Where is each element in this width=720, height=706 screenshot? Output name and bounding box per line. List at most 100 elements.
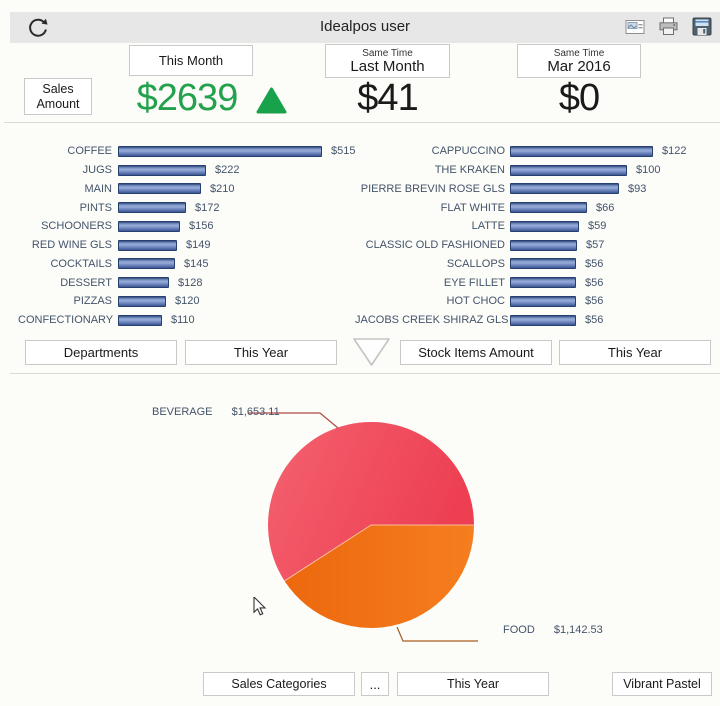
selector-label: This Year	[446, 677, 500, 691]
bar[interactable]	[118, 202, 186, 214]
bar-row: EYE FILLET $56	[355, 273, 715, 292]
bar-category-label: JUGS	[82, 164, 112, 177]
bar-row: FLAT WHITE $66	[355, 198, 715, 217]
period-button-mar-2016[interactable]: Same Time Mar 2016	[517, 44, 641, 78]
bar[interactable]	[510, 314, 576, 326]
stock-items-period-button[interactable]: This Year	[559, 340, 711, 365]
section-divider	[10, 373, 720, 374]
bar-row: CAPPUCCINO $122	[355, 142, 715, 161]
bar[interactable]	[118, 258, 175, 270]
bar[interactable]	[118, 220, 180, 232]
bar[interactable]	[510, 145, 653, 157]
bar[interactable]	[118, 164, 206, 176]
bar-row: HOT CHOC $56	[355, 292, 715, 311]
bar-row: DESSERT $128	[18, 273, 358, 292]
sales-categories-pie-chart	[248, 412, 478, 642]
selector-label: Vibrant Pastel	[623, 677, 701, 691]
bar-row: COFFEE $515	[18, 142, 358, 161]
print-icon[interactable]	[658, 17, 679, 36]
bar-category-label: EYE FILLET	[443, 276, 505, 289]
bar-category-label: HOT CHOC	[446, 295, 505, 308]
ellipsis-label: ...	[369, 676, 381, 692]
refresh-icon[interactable]	[26, 15, 51, 40]
mouse-cursor	[253, 597, 268, 618]
period-button-this-month[interactable]: This Month	[129, 45, 253, 76]
bar-row: JUGS $222	[18, 161, 358, 180]
bar-row: PIZZAS $120	[18, 292, 358, 311]
period-label: Mar 2016	[547, 57, 611, 75]
stock-items-selector-button[interactable]: Stock Items Amount	[400, 340, 552, 365]
period-label: Last Month	[350, 57, 425, 75]
pie-period-button[interactable]: This Year	[397, 672, 549, 696]
palette-button[interactable]: Vibrant Pastel	[612, 672, 712, 696]
bar-value-label: $515	[331, 145, 356, 158]
bar-row: COCKTAILS $145	[18, 255, 358, 274]
bar[interactable]	[510, 183, 619, 195]
bar-value-label: $57	[586, 239, 605, 252]
bar[interactable]	[118, 239, 177, 251]
export-icon[interactable]	[625, 19, 645, 35]
metric-selector-label: Sales Amount	[36, 81, 80, 111]
bar[interactable]	[118, 314, 162, 326]
bar-category-label: MAIN	[84, 182, 113, 195]
bar-value-label: $156	[189, 220, 214, 233]
bar-value-label: $59	[588, 220, 607, 233]
bar-value-label: $128	[178, 276, 203, 289]
food-leader-line	[396, 626, 478, 642]
pie-slice-beverage[interactable]	[268, 421, 474, 581]
bar-value-label: $120	[175, 295, 200, 308]
bar-row: CLASSIC OLD FASHIONED $57	[355, 236, 715, 255]
bar-row: PIERRE BREVIN ROSE GLS $93	[355, 180, 715, 199]
bar-row: JACOBS CREEK SHIRAZ GLS $56	[355, 311, 715, 330]
bar[interactable]	[118, 145, 322, 157]
bar-value-label: $100	[636, 164, 661, 177]
bar[interactable]	[510, 277, 576, 289]
bar[interactable]	[510, 295, 576, 307]
bar[interactable]	[118, 277, 169, 289]
period-button-last-month[interactable]: Same Time Last Month	[325, 44, 450, 78]
bar[interactable]	[118, 295, 166, 307]
bar[interactable]	[118, 183, 201, 195]
bar[interactable]	[510, 202, 587, 214]
bar-category-label: SCALLOPS	[446, 257, 505, 270]
metric-selector-button[interactable]: Sales Amount	[24, 78, 92, 115]
section-divider	[4, 122, 720, 123]
bar-value-label: $66	[596, 201, 615, 214]
selector-label: This Year	[233, 345, 289, 360]
pie-category-label: BEVERAGE	[152, 406, 213, 418]
departments-selector-button[interactable]: Departments	[25, 340, 177, 365]
bar[interactable]	[510, 258, 576, 270]
bar-value-label: $210	[210, 182, 235, 195]
bar[interactable]	[510, 239, 577, 251]
kpi-value-last-month: $41	[357, 77, 418, 119]
bar-row: SCALLOPS $56	[355, 255, 715, 274]
bar-value-label: $172	[195, 201, 220, 214]
beverage-leader-line	[248, 412, 339, 429]
bar-value-label: $110	[171, 314, 195, 327]
period-sublabel: Same Time	[362, 47, 413, 59]
bar-value-label: $56	[585, 295, 604, 308]
pie-category-label: FOOD	[503, 624, 535, 636]
pie-value-label: $1,653.11	[231, 406, 280, 418]
bar-row: CONFECTIONARY $110	[18, 311, 358, 330]
chevron-down-icon[interactable]	[352, 337, 391, 368]
bar-category-label: COCKTAILS	[50, 257, 112, 270]
bar-category-label: CAPPUCCINO	[431, 145, 505, 158]
bar[interactable]	[510, 220, 579, 232]
save-icon[interactable]	[692, 17, 712, 36]
bar-value-label: $56	[585, 257, 604, 270]
bar-value-label: $93	[628, 182, 647, 195]
period-label: This Month	[158, 53, 224, 68]
bar-category-label: PIERRE BREVIN ROSE GLS	[360, 182, 505, 195]
pie-label-food: FOOD $1,142.53	[503, 624, 603, 636]
stock-items-bar-chart: CAPPUCCINO $122 THE KRAKEN $100 PIERRE BREVI…	[355, 142, 715, 330]
sales-categories-selector-button[interactable]: Sales Categories	[203, 672, 355, 696]
bar-value-label: $56	[585, 314, 604, 327]
bar[interactable]	[510, 164, 627, 176]
pie-value-label: $1,142.53	[553, 624, 603, 636]
more-options-button[interactable]: ...	[361, 672, 389, 696]
period-sublabel: Same Time	[553, 47, 605, 59]
departments-period-button[interactable]: This Year	[185, 340, 337, 365]
bar-category-label: DESSERT	[60, 276, 112, 289]
bar-value-label: $56	[585, 276, 604, 289]
